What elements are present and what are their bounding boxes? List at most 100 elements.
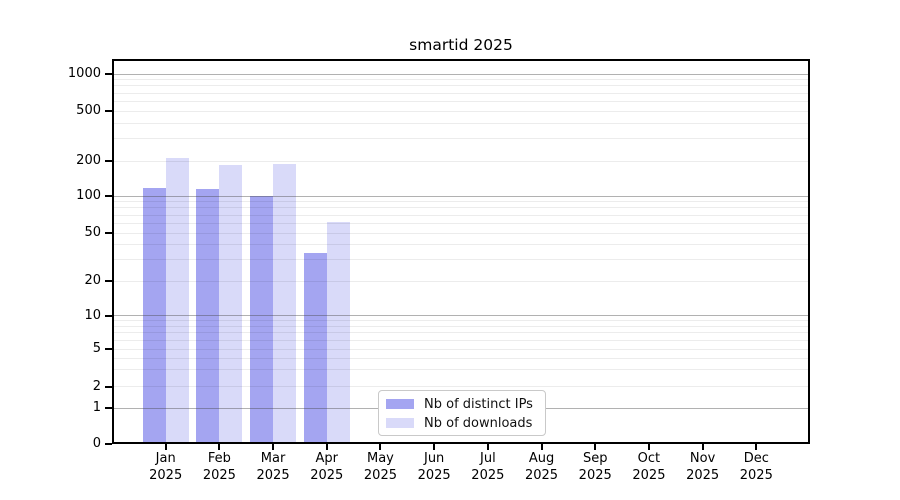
legend-item-distinct-ips: Nb of distinct IPs: [386, 396, 533, 412]
x-tick-label-month: Dec: [743, 451, 769, 466]
legend-label-distinct-ips: Nb of distinct IPs: [424, 396, 533, 412]
bar-nb-of-downloads: [219, 165, 243, 444]
gridline-minor: [112, 386, 810, 387]
y-tick-mark: [105, 280, 112, 282]
x-tick-label-year: 2025: [524, 468, 559, 483]
x-tick-label-year: 2025: [578, 468, 612, 483]
x-tick-mark: [647, 444, 650, 450]
x-tick-label-month: Jan: [155, 451, 176, 466]
y-tick-label: 500: [76, 103, 101, 118]
x-tick-mark: [701, 444, 704, 450]
gridline-minor: [112, 259, 810, 261]
gridline-minor: [112, 92, 810, 94]
gridline-minor: [112, 138, 810, 140]
bar-nb-of-downloads: [165, 158, 189, 444]
y-tick-label: 0: [92, 436, 101, 451]
legend-item-downloads: Nb of downloads: [386, 415, 533, 431]
x-tick-label-year: 2025: [471, 468, 505, 483]
gridline-major: [112, 73, 810, 75]
gridline-minor: [112, 339, 810, 341]
x-tick-label-month: Jul: [480, 451, 496, 466]
x-tick-label-year: 2025: [202, 468, 236, 483]
x-tick-label-month: Mar: [260, 451, 286, 466]
x-tick-label-year: 2025: [149, 468, 183, 483]
gridline-minor: [112, 369, 810, 371]
x-tick-mark: [755, 444, 758, 450]
x-tick-label-year: 2025: [686, 468, 720, 483]
bar-nb-of-distinct-ips: [303, 253, 327, 444]
gridline-minor: [112, 214, 810, 216]
bar-nb-of-distinct-ips: [250, 196, 274, 444]
gridline-minor: [112, 79, 810, 81]
x-tick-mark: [594, 444, 597, 450]
legend-swatch-distinct-ips: [386, 399, 414, 409]
x-tick-mark: [164, 444, 167, 450]
gridline-minor: [112, 348, 810, 350]
gridline-minor: [112, 160, 810, 162]
gridline-minor: [112, 222, 810, 224]
x-tick-label-month: Oct: [637, 451, 661, 466]
y-tick-label: 1: [92, 400, 101, 415]
y-tick-label: 100: [76, 188, 101, 203]
gridline-minor: [112, 110, 810, 112]
gridline-major: [112, 195, 810, 197]
x-tick-label-month: May: [367, 451, 394, 466]
x-tick-mark: [325, 444, 328, 450]
x-tick-label-year: 2025: [739, 468, 773, 483]
gridline-minor: [112, 122, 810, 124]
gridline-minor: [112, 85, 810, 87]
x-tick-label-month: Jun: [423, 451, 445, 466]
gridline-minor: [112, 232, 810, 234]
x-tick-label-month: Apr: [315, 451, 339, 466]
chart-title: smartid 2025: [409, 36, 513, 54]
gridline-minor: [112, 325, 810, 327]
y-tick-mark: [105, 195, 112, 197]
y-tick-label: 50: [84, 225, 101, 240]
gridline-minor: [112, 320, 810, 322]
y-tick-mark: [105, 232, 112, 234]
y-tick-mark: [105, 160, 112, 162]
y-tick-label: 20: [84, 273, 101, 288]
x-tick-label-year: 2025: [363, 468, 397, 483]
y-tick-label: 2: [92, 378, 101, 394]
bar-nb-of-downloads: [273, 163, 297, 444]
gridline-minor: [112, 357, 810, 359]
x-tick-label-year: 2025: [310, 468, 344, 483]
gridline-minor: [112, 280, 810, 282]
x-tick-mark: [272, 444, 275, 450]
legend-label-downloads: Nb of downloads: [424, 415, 533, 431]
x-tick-mark: [433, 444, 436, 450]
y-tick-mark: [105, 73, 112, 75]
gridline-major: [112, 315, 810, 316]
x-tick-label-year: 2025: [417, 468, 451, 483]
x-tick-mark: [218, 444, 221, 450]
y-tick-mark: [105, 110, 112, 112]
x-tick-mark: [540, 444, 543, 450]
gridline-minor: [112, 332, 810, 334]
y-tick-mark: [105, 385, 112, 388]
gridline-minor: [112, 100, 810, 102]
gridline-minor: [112, 201, 810, 203]
y-tick-mark: [105, 407, 112, 409]
gridline-minor: [112, 244, 810, 246]
bar-nb-of-distinct-ips: [142, 187, 166, 444]
x-tick-label-month: Nov: [689, 451, 716, 466]
x-tick-mark: [379, 444, 382, 450]
y-tick-mark: [105, 314, 112, 317]
gridline-minor: [112, 207, 810, 209]
bar-nb-of-downloads: [326, 222, 350, 444]
y-tick-label: 5: [92, 341, 101, 356]
y-tick-mark: [105, 443, 112, 445]
x-tick-label-month: Feb: [207, 451, 231, 466]
x-tick-label-month: Sep: [582, 451, 608, 466]
legend: Nb of distinct IPs Nb of downloads: [378, 390, 546, 436]
x-tick-mark: [486, 444, 489, 450]
plot-area: Nb of distinct IPs Nb of downloads: [112, 59, 810, 444]
y-tick-mark: [105, 348, 112, 350]
y-tick-label: 10: [84, 307, 101, 323]
x-tick-label-month: Aug: [528, 451, 555, 466]
y-tick-label: 1000: [67, 66, 101, 81]
x-tick-label-year: 2025: [256, 468, 290, 483]
y-tick-label: 200: [76, 153, 101, 168]
